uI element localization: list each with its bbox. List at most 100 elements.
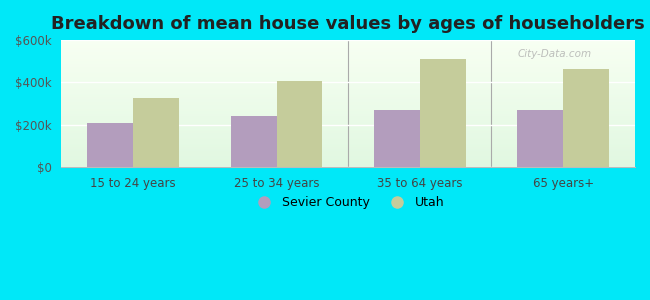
Bar [61,61,635,62]
Bar [61,131,635,132]
Bar [231,116,276,167]
Bar [61,47,635,49]
Bar [61,79,635,80]
Bar [61,107,635,108]
Bar [61,67,635,68]
Bar [61,166,635,167]
Bar [61,42,635,43]
Bar [61,46,635,47]
Bar [61,62,635,63]
Bar [61,103,635,104]
Bar [61,88,635,89]
Bar [276,81,322,167]
Bar [61,125,635,126]
Bar [61,111,635,112]
Bar [61,140,635,141]
Bar [61,83,635,85]
Bar [61,136,635,138]
Bar [61,124,635,125]
Text: City-Data.com: City-Data.com [517,49,592,59]
Bar [61,141,635,142]
Bar [61,156,635,157]
Bar [61,86,635,87]
Bar [61,57,635,58]
Bar [61,122,635,123]
Bar [61,108,635,109]
Bar [61,129,635,130]
Bar [61,134,635,136]
Bar [61,49,635,50]
Bar [374,110,420,167]
Bar [61,152,635,154]
Bar [61,142,635,143]
Bar [61,117,635,119]
Bar [61,110,635,111]
Bar [61,69,635,70]
Bar [61,164,635,165]
Bar [61,116,635,117]
Bar [61,151,635,152]
Bar [61,145,635,146]
Bar [61,40,635,41]
Bar [61,105,635,106]
Bar [61,92,635,93]
Legend: Sevier County, Utah: Sevier County, Utah [247,191,449,214]
Bar [61,161,635,162]
Bar [61,59,635,60]
Bar [61,85,635,86]
Bar [61,76,635,77]
Bar [61,120,635,121]
Bar [61,130,635,131]
Bar [61,80,635,81]
Bar [61,81,635,83]
Bar [61,52,635,53]
Bar [61,159,635,160]
Bar [61,162,635,163]
Bar [61,157,635,158]
Bar [517,110,563,167]
Bar [61,97,635,98]
Bar [61,106,635,107]
Bar [61,128,635,129]
Bar [87,123,133,167]
Bar [61,82,635,83]
Bar [61,123,635,124]
Bar [61,150,635,151]
Bar [61,154,635,156]
Bar [61,149,635,150]
Bar [61,114,635,115]
Bar [61,160,635,161]
Bar [61,89,635,90]
Bar [61,73,635,74]
Bar [61,138,635,139]
Bar [61,43,635,44]
Bar [61,127,635,128]
Bar [61,91,635,92]
Bar [61,50,635,51]
Bar [61,139,635,140]
Bar [61,163,635,164]
Bar [61,55,635,56]
Bar [61,121,635,122]
Bar [61,115,635,116]
Bar [61,143,635,144]
Bar [61,93,635,94]
Bar [61,68,635,69]
Bar [61,58,635,59]
Bar [61,148,635,149]
Bar [61,118,635,120]
Bar [61,72,635,73]
Bar [61,109,635,110]
Bar [61,133,635,134]
Bar [61,70,635,71]
Bar [61,146,635,147]
Bar [420,59,465,167]
Bar [61,112,635,113]
Bar [61,65,635,67]
Bar [61,75,635,76]
Bar [61,98,635,99]
Bar [61,113,635,114]
Bar [61,60,635,61]
Bar [61,99,635,101]
Bar [61,71,635,72]
